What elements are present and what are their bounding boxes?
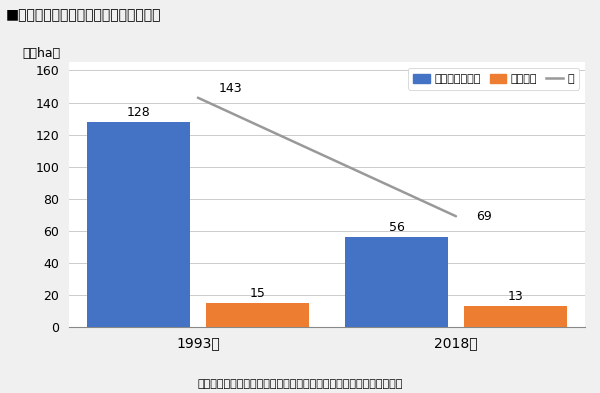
Text: （千ha）: （千ha） xyxy=(22,47,61,60)
Text: 128: 128 xyxy=(127,106,151,119)
Text: 13: 13 xyxy=(508,290,523,303)
Text: 56: 56 xyxy=(389,221,404,234)
Text: 15: 15 xyxy=(250,286,265,299)
Bar xyxy=(87,122,190,327)
Bar xyxy=(464,306,567,327)
Bar xyxy=(206,303,309,327)
Legend: 市街化区域農地, 生産緑地, 計: 市街化区域農地, 生産緑地, 計 xyxy=(408,68,580,90)
Text: 69: 69 xyxy=(476,210,493,223)
Text: ■市街化区域農地と生産緑地の面積推移: ■市街化区域農地と生産緑地の面積推移 xyxy=(6,8,161,22)
Text: 143: 143 xyxy=(218,81,242,94)
Text: 出典：総務省　固定資産税の価額の概要書「都市計画年報」筆者作成: 出典：総務省 固定資産税の価額の概要書「都市計画年報」筆者作成 xyxy=(197,379,403,389)
Bar xyxy=(345,237,448,327)
